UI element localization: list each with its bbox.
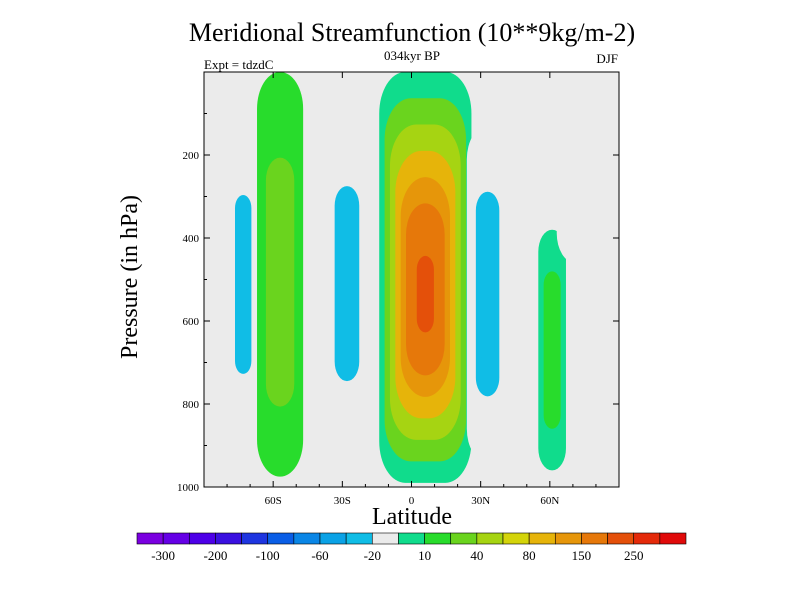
colorbar-swatch [136,532,164,545]
colorbar-swatch [398,532,425,545]
y-tick-label: 1000 [177,482,200,494]
colorbar-label: -300 [151,548,175,563]
y-tick-label: 200 [183,150,200,162]
x-axis: 60S 30S 0 30N 60N [226,72,597,507]
y-axis: 200 400 600 800 1000 [177,113,619,494]
colorbar-swatch [345,532,373,545]
colorbar-swatch [607,532,635,545]
contour-hadley-cell [379,72,472,483]
colorbar-swatch [319,532,347,545]
colorbar-label: 250 [624,548,644,563]
chart-title: Meridional Streamfunction (10**9kg/m-2) [189,18,635,47]
contour-level-nh-polar-cell-1 [563,112,587,230]
contour-layer [224,72,594,483]
colorbar-swatch [267,532,295,545]
colorbar-swatch [215,532,242,545]
colorbar-label: -100 [256,548,280,563]
colorbar-swatch [528,532,556,545]
x-axis-label: Latitude [372,504,452,530]
colorbar-swatch [424,532,452,545]
colorbar-swatch [633,532,661,545]
colorbar-label: -200 [204,548,228,563]
x-tick-label: 60S [265,495,282,507]
contour-level-sh-subtropical-cell-2 [334,186,360,382]
colorbar-swatch [659,532,687,545]
y-tick-label: 400 [183,233,200,245]
chart-subtitle-center: 034kyr BP [384,48,440,63]
contour-sh-mid-lat-cell [257,72,304,477]
contour-nh-polar-cell [556,72,594,263]
colorbar-label: 150 [572,548,592,563]
chart-subtitle-right: DJF [596,51,618,66]
y-tick-label: 600 [183,316,200,328]
x-tick-label: 60N [540,495,559,507]
contour-level-nh-ferrel-cell-3 [480,224,495,364]
colorbar-label: 80 [523,548,536,563]
colorbar-swatch [188,532,216,545]
x-tick-label: 30S [334,495,351,507]
y-axis-label: Pressure (in hPa) [117,195,143,359]
colorbar: -300 -200 -100 -60 -20 10 40 80 150 250 [136,532,687,563]
colorbar-label: 10 [418,548,431,563]
colorbar-swatch [581,532,608,545]
contour-sh-subtropical-cell [319,88,375,479]
contour-level-hadley-cell-7 [416,255,434,333]
colorbar-label: 40 [470,548,483,563]
colorbar-swatch [476,532,504,545]
contour-level-sh-mid-lat-cell-1 [265,157,295,407]
colorbar-swatch [293,532,321,545]
x-tick-label: 0 [409,495,415,507]
colorbar-swatch [371,532,399,545]
chart-subtitle-left: Expt = tdzdC [204,57,273,72]
colorbar-label: -60 [311,548,328,563]
colorbar-swatch [502,532,530,545]
contour-sh-polar-cell [224,72,262,475]
colorbar-swatch [450,532,478,545]
contour-level-sh-polar-cell-2 [234,195,252,374]
contour-nh-ferrel-cell [466,125,509,463]
contour-level-nh-polar-front-cell-1 [543,271,561,429]
colorbar-label: -20 [364,548,381,563]
contour-nh-polar-front-cell [538,229,566,471]
plot-area: 60S 30S 0 30N 60N 200 400 600 800 1000 [177,71,620,507]
colorbar-swatch [162,532,190,545]
x-tick-label: 30N [471,495,490,507]
colorbar-swatch [241,532,269,545]
colorbar-swatch [554,532,582,545]
y-tick-label: 800 [183,399,200,411]
